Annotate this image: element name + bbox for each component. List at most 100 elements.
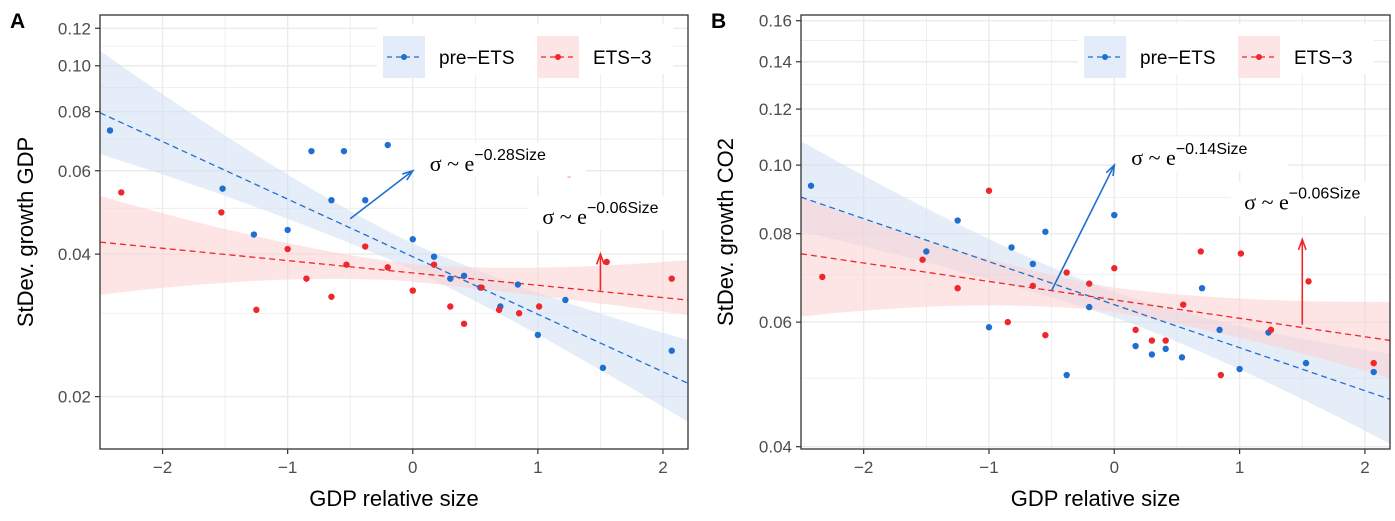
data-point	[460, 320, 468, 327]
annotation-base: σ ~ e	[430, 151, 475, 176]
data-point	[447, 303, 454, 310]
panel-border	[800, 14, 1391, 450]
legend-item-pre-ets: pre−ETS	[383, 36, 515, 78]
data-point	[1004, 318, 1011, 326]
data-point	[1197, 248, 1204, 255]
data-point	[1236, 365, 1243, 373]
data-point	[1148, 337, 1156, 344]
y-tick-label: 0.08	[759, 225, 792, 244]
data-point	[599, 364, 607, 372]
annotation-label: σ ~ e−0.28Size	[430, 147, 546, 176]
series-ets-3	[819, 187, 1377, 379]
data-point	[362, 196, 369, 204]
data-point	[460, 272, 468, 279]
data-point	[807, 182, 815, 189]
data-point	[1029, 260, 1037, 268]
data-point	[534, 331, 542, 339]
y-tick-label: 0.06	[58, 162, 91, 181]
data-point	[284, 226, 291, 234]
annotation-base: σ ~ e	[1244, 190, 1289, 215]
legend-key-point	[1256, 54, 1262, 60]
data-point	[308, 147, 315, 155]
data-point	[1132, 342, 1139, 350]
annotation-base: σ ~ e	[1131, 145, 1176, 170]
data-point	[603, 258, 610, 266]
legend-item-ets-3: ETS−3	[537, 36, 652, 78]
annotation-label: σ ~ e−0.14Size	[1131, 141, 1247, 170]
data-point	[447, 275, 454, 282]
data-point	[1370, 368, 1377, 376]
x-tick-label: 1	[533, 458, 542, 477]
data-point	[1063, 269, 1070, 276]
x-tick-label: 0	[408, 458, 417, 477]
x-tick-label: 0	[1110, 458, 1119, 477]
fit-line-ets-3	[100, 241, 688, 301]
confidence-band-ets-3	[801, 197, 1390, 379]
annotation-label: σ ~ e−0.06Size	[542, 200, 658, 229]
data-point	[535, 303, 543, 310]
x-tick-label: −2	[153, 458, 172, 477]
data-point	[409, 236, 416, 243]
data-point	[514, 281, 522, 288]
data-point	[478, 284, 485, 291]
plot-content	[100, 50, 688, 422]
legend-key-point	[555, 54, 561, 60]
data-point	[1180, 301, 1187, 308]
data-point	[919, 256, 926, 263]
data-point	[384, 264, 391, 271]
y-tick-label: 0.08	[58, 103, 91, 122]
data-point	[562, 296, 569, 304]
data-point	[668, 275, 675, 282]
data-point	[430, 253, 438, 260]
data-point	[409, 287, 416, 294]
y-tick-label: 0.12	[759, 100, 792, 119]
data-point	[1132, 326, 1139, 334]
annotation-label-bg	[1117, 137, 1288, 172]
data-point	[1029, 282, 1037, 290]
panel-border	[99, 14, 689, 450]
annotation-label: σ ~ e−0.06Size	[1244, 186, 1360, 215]
data-point	[1148, 351, 1156, 358]
data-point	[1042, 228, 1049, 235]
data-point	[1217, 371, 1225, 379]
annotation-exponent: −0.28Size	[474, 147, 546, 164]
data-point	[1178, 354, 1186, 361]
annotation-exponent: −0.06Size	[587, 200, 659, 217]
x-tick-label: −2	[854, 458, 873, 477]
arrowhead-icon	[595, 251, 605, 265]
arrowhead-icon	[402, 169, 415, 181]
data-point	[250, 231, 258, 238]
data-point	[303, 275, 310, 282]
series-pre-ets	[807, 182, 1377, 379]
legend-key-point	[1102, 54, 1108, 60]
legend-background	[1078, 24, 1374, 74]
data-point	[954, 284, 961, 292]
y-axis-title: StDev. growth GDP	[13, 137, 38, 327]
data-point	[1267, 326, 1275, 334]
data-point	[343, 261, 350, 268]
annotation-label-bg	[1230, 181, 1395, 216]
data-point	[1008, 244, 1015, 251]
x-axis-title: GDP relative size	[1011, 486, 1181, 511]
data-point	[118, 189, 125, 196]
data-point	[1162, 337, 1169, 344]
data-point	[253, 306, 260, 314]
data-point	[106, 127, 114, 134]
legend-item-pre-ets: pre−ETS	[1084, 36, 1216, 78]
data-point	[1111, 265, 1118, 272]
confidence-band-pre-ets	[100, 50, 688, 422]
y-axis-title: StDev. growth CO2	[713, 138, 738, 326]
legend-label: pre−ETS	[439, 48, 515, 69]
data-point	[819, 273, 826, 281]
fit-line-pre-ets	[100, 112, 688, 384]
legend-label: ETS−3	[593, 48, 652, 69]
annotation-arrow	[349, 170, 414, 220]
y-tick-label: 0.10	[759, 156, 792, 175]
data-point	[1162, 345, 1169, 353]
annotation-base: σ ~ e	[542, 204, 587, 229]
data-point	[1237, 250, 1245, 257]
data-point	[219, 185, 226, 192]
arrowhead-icon	[1297, 237, 1307, 251]
data-point	[985, 187, 993, 194]
